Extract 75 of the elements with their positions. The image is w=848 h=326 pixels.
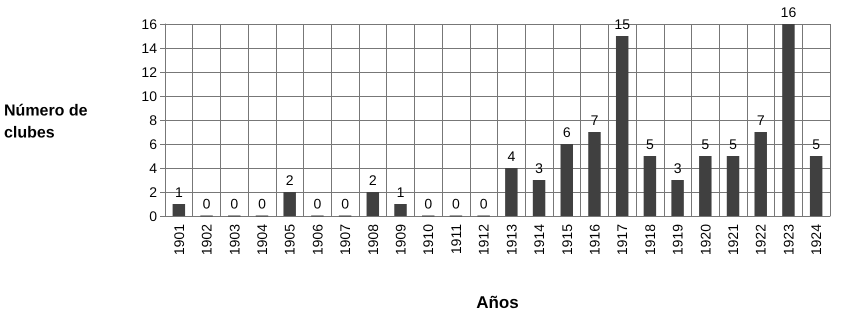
x-tick-label: 1918 <box>642 224 658 256</box>
data-label: 2 <box>368 172 377 188</box>
x-tick-label: 1906 <box>309 224 326 256</box>
data-label: 4 <box>507 148 516 164</box>
y-tick-label: 16 <box>141 16 158 32</box>
x-tick-label: 1905 <box>282 224 298 256</box>
x-tick-label: 1902 <box>198 224 215 256</box>
y-tick-label: 12 <box>141 64 158 80</box>
data-label: 2 <box>286 172 294 188</box>
data-label: 7 <box>756 112 765 128</box>
x-tick-label: 1924 <box>808 224 824 256</box>
x-tick-label: 1911 <box>448 224 464 254</box>
bar <box>283 192 296 216</box>
bar <box>726 156 740 216</box>
data-label: 0 <box>258 196 266 212</box>
y-tick-label: 6 <box>149 136 158 152</box>
data-label: 0 <box>452 196 460 212</box>
data-label: 3 <box>674 160 682 176</box>
x-tick-label: 1907 <box>337 224 354 256</box>
x-tick-label: 1910 <box>420 224 436 256</box>
bar <box>810 156 822 216</box>
x-tick-label: 1916 <box>586 224 602 256</box>
data-label: 0 <box>341 196 350 212</box>
data-label: 0 <box>313 196 322 212</box>
data-label: 15 <box>614 16 630 32</box>
x-axis-title: Años <box>476 293 519 312</box>
bar <box>754 132 767 216</box>
x-tick-label: 1919 <box>670 224 686 256</box>
x-tick-label: 1920 <box>697 224 714 256</box>
y-axis-title: Número de clubes <box>4 102 92 142</box>
bar <box>172 204 186 216</box>
bar <box>588 132 601 216</box>
bar <box>671 180 684 216</box>
x-tick-label: 1904 <box>254 224 270 256</box>
x-tick-label: 1922 <box>752 224 769 256</box>
y-tick-label: 0 <box>149 208 158 224</box>
bar <box>782 24 795 216</box>
data-label: 1 <box>396 184 405 200</box>
x-tick-label: 1915 <box>558 224 575 256</box>
y-tick-label: 4 <box>149 160 158 176</box>
bar <box>532 180 546 216</box>
bar <box>394 204 407 216</box>
data-label: 5 <box>729 136 738 152</box>
x-tick-label: 1913 <box>503 224 520 256</box>
x-tick-label: 1909 <box>392 224 409 256</box>
x-tick-label: 1917 <box>614 224 630 256</box>
x-tick-label: 1908 <box>364 224 381 256</box>
data-label: 1 <box>174 184 183 200</box>
y-tick-label: 10 <box>141 88 158 104</box>
y-tick-label: 2 <box>149 184 158 200</box>
data-label: 7 <box>590 112 599 128</box>
x-tick-label: 1903 <box>226 224 242 256</box>
data-label: 0 <box>480 196 488 212</box>
data-label: 0 <box>230 196 238 212</box>
bar <box>616 36 628 216</box>
x-tick-label: 1914 <box>531 224 548 256</box>
x-tick-label: 1901 <box>170 224 187 256</box>
data-label: 5 <box>701 136 710 152</box>
bar <box>505 168 518 216</box>
x-tick-label: 1921 <box>725 224 742 256</box>
bar <box>366 192 380 216</box>
data-label: 16 <box>780 4 796 20</box>
data-label: 0 <box>424 196 432 212</box>
bar <box>699 156 712 216</box>
y-tick-label: 14 <box>141 40 158 56</box>
x-tick-label: 1912 <box>476 224 492 256</box>
data-label: 5 <box>646 136 654 152</box>
x-tick-label: 1923 <box>780 224 796 256</box>
data-label: 3 <box>535 160 544 176</box>
data-label: 6 <box>562 124 571 140</box>
data-label: 0 <box>202 196 211 212</box>
y-tick-label: 8 <box>149 112 158 128</box>
bar <box>560 144 574 216</box>
data-label: 5 <box>812 136 820 152</box>
bar <box>644 156 656 216</box>
